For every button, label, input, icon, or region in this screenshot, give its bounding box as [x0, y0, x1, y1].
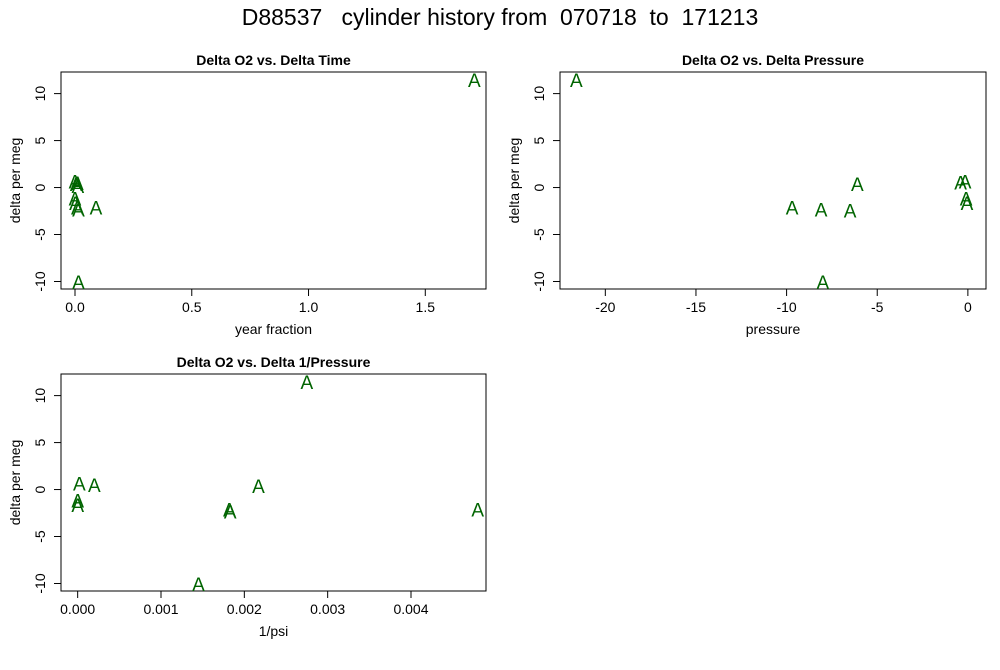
y-tick-label: -10 [32, 271, 48, 291]
y-tick-label: -10 [32, 573, 48, 593]
data-point: A [88, 476, 101, 497]
plot-title: Delta O2 vs. Delta Pressure [682, 52, 864, 68]
data-point: A [815, 201, 828, 222]
data-point: A [223, 501, 236, 522]
data-point: A [471, 501, 484, 522]
data-point: A [252, 477, 265, 498]
y-tick-label: 10 [32, 86, 48, 102]
data-point: A [817, 273, 830, 294]
y-tick-label: 5 [531, 136, 547, 144]
plot-frame [60, 373, 487, 592]
plot-frame [559, 71, 987, 290]
data-point: A [954, 173, 967, 194]
y-tick-label: 5 [32, 438, 48, 446]
x-tick-label: 0.5 [182, 299, 202, 315]
y-tick-label: -5 [32, 228, 48, 241]
data-point: A [300, 373, 313, 394]
y-axis-label: delta per meg [506, 138, 522, 224]
y-tick-label: 0 [32, 485, 48, 493]
x-axis: 0.0 0.5 1.0 1.5 [65, 288, 436, 315]
x-axis-label: year fraction [235, 321, 312, 337]
y-axis: -10 -5 0 5 10 [32, 388, 62, 594]
data-point: A [960, 189, 973, 210]
data-point: A [71, 177, 84, 198]
y-tick-label: 5 [32, 136, 48, 144]
plot-title: Delta O2 vs. Delta 1/Pressure [177, 354, 371, 370]
x-tick-label: 0.0 [65, 299, 85, 315]
data-point: A [73, 474, 86, 495]
x-tick-label: 1.5 [416, 299, 436, 315]
data-point: A [844, 201, 857, 222]
data-point: A [468, 71, 481, 92]
x-tick-label: 0 [964, 299, 972, 315]
x-tick-label: -10 [776, 299, 796, 315]
plot-pressure: Delta O2 vs. Delta Pressure -20 -15 -10 -5 0 p… [506, 52, 987, 337]
page-title: D88537 cylinder history from 070718 to 1… [241, 4, 759, 30]
data-point: A [71, 491, 84, 512]
data-point: A [192, 575, 205, 596]
x-tick-label: -15 [686, 299, 706, 315]
data-point: A [70, 175, 83, 196]
y-tick-label: 0 [32, 183, 48, 191]
plot-time: Delta O2 vs. Delta Time 0.0 0.5 1.0 1.5 year … [7, 52, 487, 337]
y-tick-label: -10 [531, 271, 547, 291]
x-tick-label: -5 [871, 299, 884, 315]
y-tick-label: 10 [531, 86, 547, 102]
data-point: A [961, 194, 974, 215]
x-tick-label: -20 [595, 299, 615, 315]
data-point: A [90, 199, 103, 220]
data-point: A [959, 172, 972, 193]
data-point: A [69, 194, 82, 215]
data-point: A [72, 273, 85, 294]
data-point: A [786, 199, 799, 220]
x-axis: 0.000 0.001 0.002 0.003 0.004 [60, 590, 429, 617]
x-tick-label: 0.002 [227, 601, 262, 617]
data-point: A [570, 71, 583, 92]
data-point: A [71, 199, 84, 220]
plot-title: Delta O2 vs. Delta Time [196, 52, 351, 68]
data-point: A [72, 201, 85, 222]
y-axis: -10 -5 0 5 10 [32, 86, 62, 292]
y-axis: -10 -5 0 5 10 [531, 86, 561, 292]
x-tick-label: 0.001 [143, 601, 178, 617]
data-point: A [851, 175, 864, 196]
x-axis: -20 -15 -10 -5 0 [595, 288, 972, 315]
x-tick-label: 0.003 [310, 601, 345, 617]
y-tick-label: -5 [531, 228, 547, 241]
x-axis-label: 1/psi [259, 623, 289, 639]
data-point: A [71, 496, 84, 517]
x-tick-label: 1.0 [299, 299, 319, 315]
x-tick-label: 0.000 [60, 601, 95, 617]
data-point: A [69, 172, 82, 193]
y-tick-label: 10 [32, 388, 48, 404]
x-tick-label: 0.004 [393, 601, 428, 617]
data-point: A [224, 503, 237, 524]
y-tick-label: -5 [32, 530, 48, 543]
y-axis-label: delta per meg [7, 138, 23, 224]
data-point: A [69, 189, 82, 210]
y-axis-label: delta per meg [7, 440, 23, 526]
plot-frame [60, 71, 487, 290]
x-axis-label: pressure [746, 321, 801, 337]
y-tick-label: 0 [531, 183, 547, 191]
data-point: A [71, 174, 84, 195]
